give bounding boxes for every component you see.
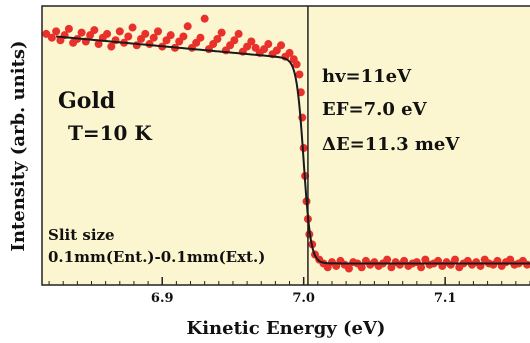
x-tick-label: 7.0	[292, 291, 315, 306]
y-axis-label: Intensity (arb. units)	[8, 40, 29, 251]
data-point	[295, 70, 304, 79]
data-point	[292, 60, 301, 69]
data-point	[115, 27, 124, 36]
data-point	[52, 27, 61, 36]
data-point	[183, 22, 192, 31]
resolution-label: ΔE=11.3 meV	[322, 134, 460, 155]
data-point	[90, 26, 99, 35]
sample-label: Gold	[58, 88, 115, 114]
data-point	[217, 28, 226, 37]
data-point	[230, 36, 239, 45]
x-axis-label: Kinetic Energy (eV)	[187, 318, 386, 339]
data-point	[264, 40, 273, 49]
data-point	[417, 263, 426, 272]
data-point	[141, 29, 150, 38]
fermi-energy-label: EF=7.0 eV	[322, 99, 428, 120]
data-point	[213, 34, 222, 43]
data-point	[94, 40, 103, 49]
data-point	[153, 27, 162, 36]
data-point	[179, 32, 188, 41]
photon-energy-label: hv=11eV	[322, 66, 412, 87]
plot-frame	[41, 5, 530, 286]
data-point	[344, 264, 353, 273]
data-point	[103, 29, 112, 38]
data-point	[234, 29, 243, 38]
data-point	[383, 255, 392, 264]
data-point	[277, 41, 286, 50]
data-points	[42, 14, 530, 273]
data-point	[64, 24, 73, 33]
data-point	[149, 33, 158, 42]
data-point	[247, 37, 256, 46]
data-point	[107, 42, 116, 51]
data-point	[285, 48, 294, 57]
x-tick-label: 6.9	[151, 291, 174, 306]
slit-size-value: 0.1mm(Ent.)-0.1mm(Ext.)	[48, 248, 265, 266]
data-point	[47, 33, 56, 42]
slit-size-title: Slit size	[48, 226, 115, 244]
x-axis-ticks: 6.9 7.0 7.1	[48, 277, 530, 306]
data-point	[451, 255, 460, 264]
x-tick-label: 7.1	[434, 291, 457, 306]
data-point	[128, 23, 137, 32]
data-point	[42, 29, 51, 38]
data-point	[166, 31, 175, 40]
data-point	[196, 33, 205, 42]
data-point	[124, 32, 133, 41]
data-point	[200, 14, 209, 23]
temperature-label: T=10 K	[68, 121, 152, 145]
fermi-fit-curve	[56, 35, 530, 265]
data-point	[357, 263, 366, 272]
data-point	[77, 28, 86, 37]
